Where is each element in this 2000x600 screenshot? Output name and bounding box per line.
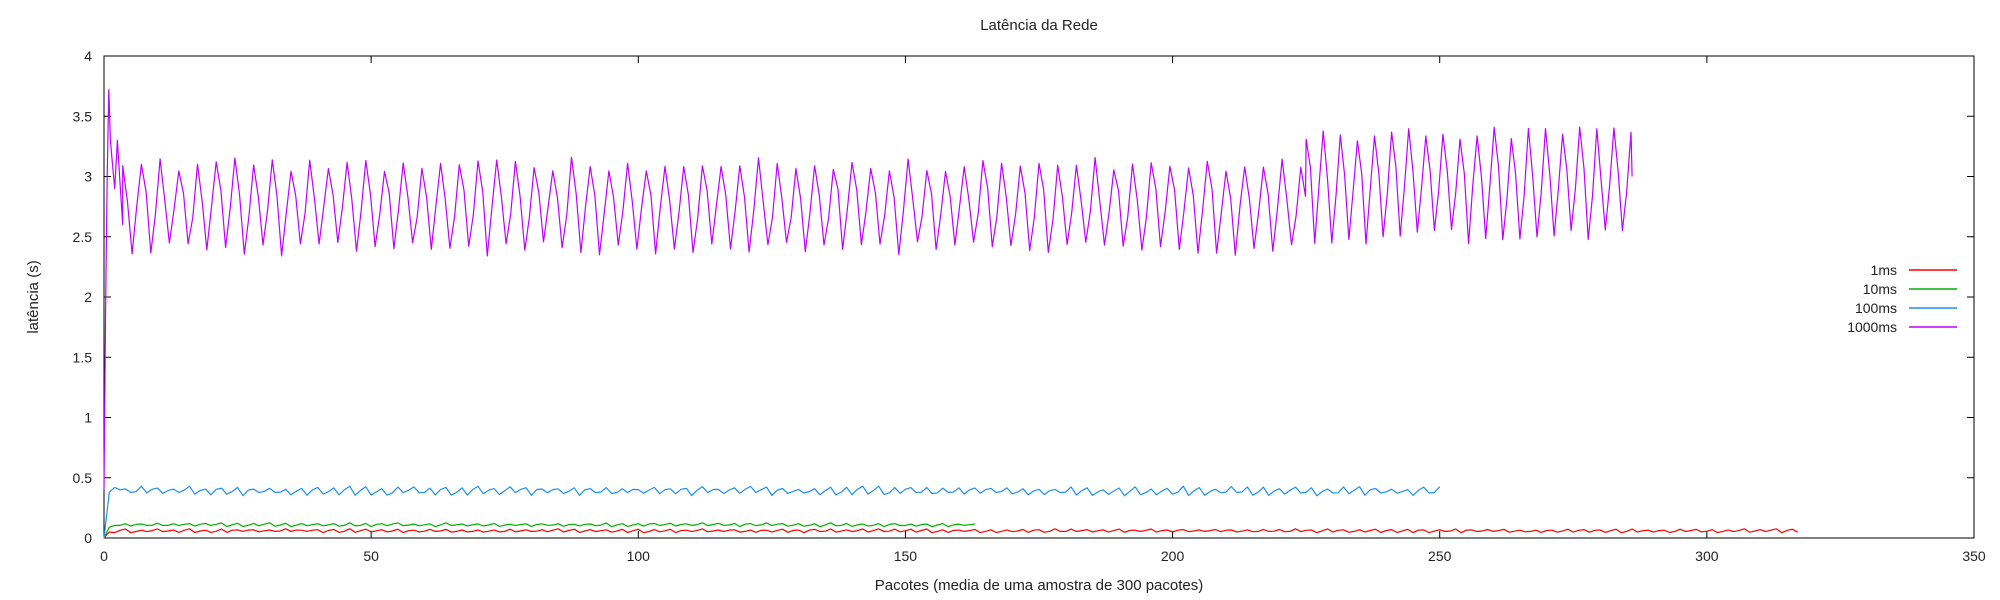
y-tick-label: 3.5: [73, 108, 93, 124]
x-tick-label: 250: [1428, 548, 1452, 564]
legend-label: 1ms: [1871, 262, 1897, 278]
x-tick-label: 0: [100, 548, 108, 564]
legend-label: 10ms: [1863, 281, 1897, 297]
legend-label: 1000ms: [1847, 319, 1897, 335]
series-line-1000ms: [103, 89, 1633, 490]
x-tick-label: 200: [1161, 548, 1185, 564]
y-tick-label: 0: [84, 530, 92, 546]
y-tick-label: 1: [84, 410, 92, 426]
y-tick-label: 3: [84, 169, 92, 185]
legend-label: 100ms: [1855, 300, 1897, 316]
x-tick-label: 150: [894, 548, 918, 564]
y-tick-label: 4: [84, 48, 92, 64]
series-line-1ms: [103, 528, 1798, 539]
y-tick-label: 2.5: [73, 229, 93, 245]
y-tick-label: 2: [84, 289, 92, 305]
series-line-100ms: [103, 485, 1441, 539]
x-tick-label: 50: [363, 548, 379, 564]
x-axis-ticks: 0 50 100 150 200 250 300 350: [100, 56, 1986, 564]
y-tick-label: 1.5: [73, 349, 93, 365]
series-line-10ms: [103, 522, 975, 539]
x-tick-label: 100: [627, 548, 651, 564]
x-tick-label: 300: [1695, 548, 1719, 564]
plot-frame: [103, 55, 1975, 539]
y-axis-ticks: 0 0.5 1 1.5 2 2.5 3 3.5 4: [73, 48, 1974, 546]
x-axis-label: Pacotes (media de uma amostra de 300 pac…: [875, 577, 1204, 594]
chart-title: Latência da Rede: [980, 17, 1098, 34]
x-tick-label: 350: [1962, 548, 1986, 564]
y-axis-label: latência (s): [25, 260, 42, 333]
series-lines: [103, 89, 1798, 539]
y-tick-label: 0.5: [73, 470, 93, 486]
legend: 1ms 10ms 100ms 1000ms: [1847, 262, 1957, 335]
